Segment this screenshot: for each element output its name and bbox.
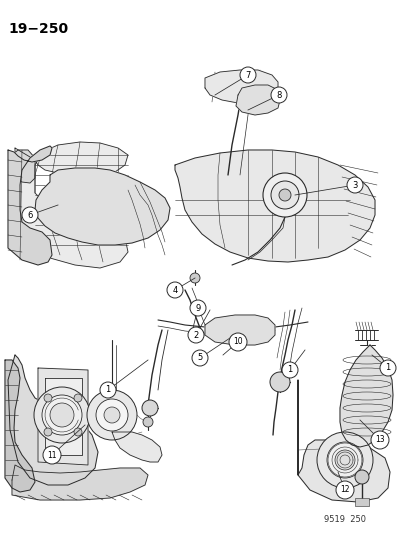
Polygon shape xyxy=(339,345,392,447)
Circle shape xyxy=(379,360,395,376)
Circle shape xyxy=(87,390,137,440)
Text: 1: 1 xyxy=(105,385,110,394)
Text: 1: 1 xyxy=(385,364,390,373)
Text: 8: 8 xyxy=(275,91,281,100)
Circle shape xyxy=(240,67,255,83)
Text: 5: 5 xyxy=(197,353,202,362)
Polygon shape xyxy=(8,146,52,265)
Polygon shape xyxy=(204,315,274,345)
Circle shape xyxy=(228,333,247,351)
Circle shape xyxy=(316,432,372,488)
Circle shape xyxy=(269,372,289,392)
FancyBboxPatch shape xyxy=(354,498,368,506)
Text: 9519  250: 9519 250 xyxy=(323,515,365,524)
Circle shape xyxy=(370,431,388,449)
Circle shape xyxy=(22,207,38,223)
Text: 7: 7 xyxy=(245,70,250,79)
Polygon shape xyxy=(8,355,98,485)
Polygon shape xyxy=(5,360,35,492)
Polygon shape xyxy=(204,70,277,103)
Circle shape xyxy=(96,399,128,431)
Text: 13: 13 xyxy=(374,435,384,445)
Text: 19−250: 19−250 xyxy=(8,22,68,36)
Circle shape xyxy=(74,428,82,436)
Text: 1: 1 xyxy=(287,366,292,375)
Circle shape xyxy=(346,177,362,193)
Text: 2: 2 xyxy=(193,330,198,340)
Text: 11: 11 xyxy=(47,450,57,459)
Polygon shape xyxy=(38,368,88,465)
Circle shape xyxy=(334,450,354,470)
Circle shape xyxy=(100,382,116,398)
Circle shape xyxy=(42,395,82,435)
Circle shape xyxy=(34,387,90,443)
Circle shape xyxy=(44,428,52,436)
Circle shape xyxy=(281,362,297,378)
Circle shape xyxy=(43,446,61,464)
Text: 12: 12 xyxy=(339,486,349,495)
Polygon shape xyxy=(175,150,374,262)
Polygon shape xyxy=(235,85,279,115)
Circle shape xyxy=(44,394,52,402)
Circle shape xyxy=(188,327,204,343)
Circle shape xyxy=(271,87,286,103)
Circle shape xyxy=(142,417,153,427)
Circle shape xyxy=(190,273,199,283)
Circle shape xyxy=(192,350,207,366)
Polygon shape xyxy=(12,465,147,500)
Circle shape xyxy=(271,181,298,209)
Circle shape xyxy=(354,470,368,484)
Polygon shape xyxy=(12,150,35,183)
Circle shape xyxy=(74,394,82,402)
Text: 9: 9 xyxy=(195,303,200,312)
Circle shape xyxy=(335,481,353,499)
Circle shape xyxy=(326,442,362,478)
Polygon shape xyxy=(297,380,389,502)
Circle shape xyxy=(104,407,120,423)
Circle shape xyxy=(166,282,183,298)
Circle shape xyxy=(142,400,158,416)
Polygon shape xyxy=(35,168,170,245)
Polygon shape xyxy=(15,142,128,268)
Text: 4: 4 xyxy=(172,286,177,295)
Circle shape xyxy=(50,403,74,427)
Text: 3: 3 xyxy=(351,181,357,190)
Polygon shape xyxy=(112,432,161,462)
Circle shape xyxy=(262,173,306,217)
Circle shape xyxy=(278,189,290,201)
Text: 6: 6 xyxy=(27,211,33,220)
Text: 10: 10 xyxy=(233,337,242,346)
Polygon shape xyxy=(45,378,82,455)
Circle shape xyxy=(190,300,206,316)
